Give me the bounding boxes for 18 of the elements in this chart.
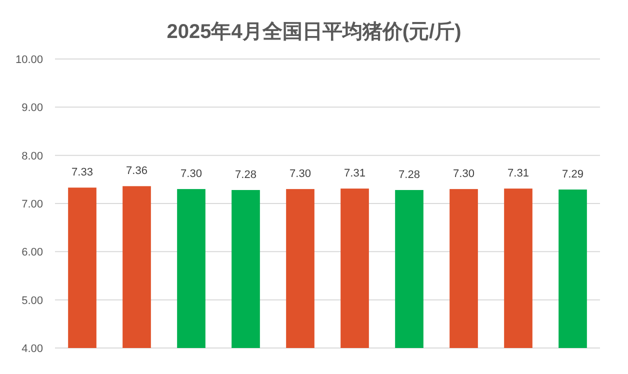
data-label: 7.28 [235, 169, 256, 182]
y-tick-label: 6.00 [22, 246, 43, 259]
data-label: 7.30 [180, 168, 202, 180]
data-label: 7.29 [562, 168, 584, 181]
y-tick-label: 7.00 [22, 198, 43, 210]
y-tick-label: 4.00 [22, 343, 43, 355]
data-label: 7.30 [290, 168, 311, 180]
data-label: 7.36 [126, 165, 148, 178]
data-label: 7.31 [508, 168, 529, 180]
data-label: 7.30 [453, 168, 474, 180]
y-tick-label: 10.00 [15, 54, 43, 66]
chart-title: 2025年4月全国日平均猪价(元/斤) [166, 20, 462, 43]
y-tick-label: 8.00 [22, 150, 43, 162]
data-label: 7.28 [398, 169, 420, 182]
data-label: 7.31 [344, 168, 366, 180]
y-tick-label: 5.00 [22, 294, 43, 307]
data-label: 7.33 [72, 166, 93, 179]
y-tick-label: 9.00 [22, 102, 43, 114]
